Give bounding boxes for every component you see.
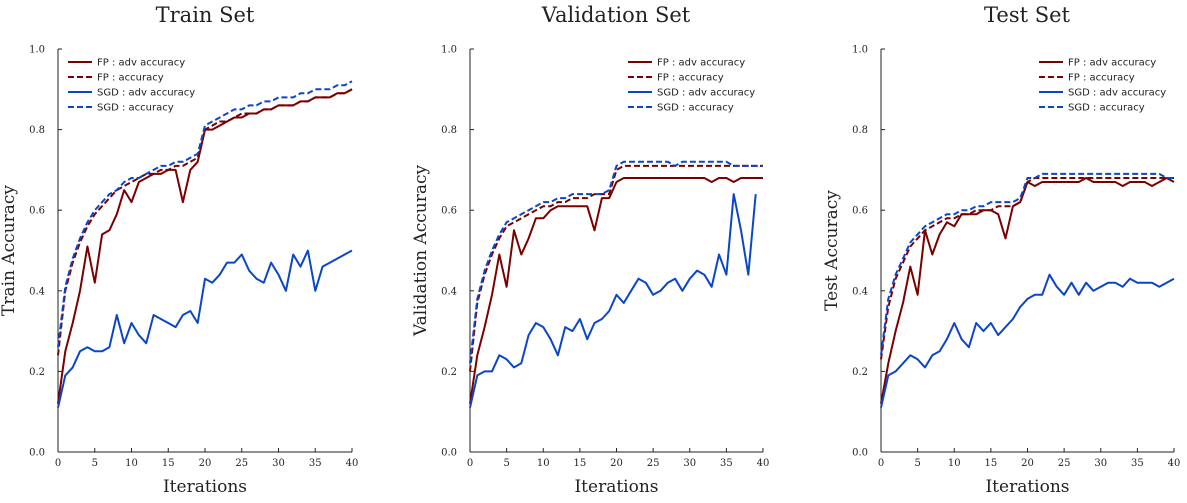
x-tick-label: 30 bbox=[683, 458, 696, 469]
legend-label: FP : accuracy bbox=[97, 73, 164, 84]
x-axis-label: Iterations bbox=[574, 477, 658, 497]
y-tick-label: 0.6 bbox=[441, 206, 457, 217]
y-tick-label: 0.8 bbox=[29, 125, 45, 136]
series-line-sgd-accuracy bbox=[469, 160, 763, 364]
x-tick-label: 15 bbox=[162, 458, 175, 469]
x-tick-label: 0 bbox=[878, 458, 884, 469]
legend: FP : adv accuracy FP : accuracy SGD : adv … bbox=[628, 58, 755, 114]
legend-label: SGD : adv accuracy bbox=[657, 88, 755, 99]
series-line-sgd-adv-accuracy bbox=[57, 249, 353, 408]
series-line-fp-adv-accuracy bbox=[880, 177, 1175, 404]
y-tick-label: 0.4 bbox=[441, 286, 457, 297]
legend-label: SGD : accuracy bbox=[97, 103, 174, 114]
x-tick-label: 15 bbox=[574, 458, 587, 469]
y-tick-label: 0.0 bbox=[441, 448, 457, 459]
y-tick-label: 1.0 bbox=[852, 45, 868, 56]
series-line-fp-adv-accuracy bbox=[57, 88, 353, 404]
x-tick-label: 5 bbox=[503, 458, 509, 469]
legend-label: FP : adv accuracy bbox=[657, 58, 745, 69]
x-tick-label: 25 bbox=[1058, 458, 1071, 469]
x-tick-label: 10 bbox=[537, 458, 550, 469]
series-line-sgd-accuracy bbox=[57, 80, 353, 348]
series-line-fp-accuracy bbox=[469, 164, 763, 372]
y-tick-label: 1.0 bbox=[441, 45, 457, 56]
x-tick-label: 20 bbox=[610, 458, 623, 469]
legend-label: SGD : accuracy bbox=[657, 103, 734, 114]
x-axis-label: Iterations bbox=[985, 477, 1069, 497]
x-tick-label: 15 bbox=[985, 458, 998, 469]
legend-label: FP : adv accuracy bbox=[97, 58, 185, 69]
chart-title: Test Set bbox=[984, 3, 1071, 27]
legend: FP : adv accuracy FP : accuracy SGD : adv … bbox=[1039, 58, 1166, 114]
y-axis-label: Train Accuracy bbox=[0, 185, 19, 316]
chart-panel-train-set: Train Set 0 5 10 15 20 25 30 35 40 0.0 0.2 0.4 0.6 0.8… bbox=[0, 3, 358, 497]
series-line-sgd-adv-accuracy bbox=[880, 273, 1175, 408]
x-axis-label: Iterations bbox=[163, 477, 247, 497]
x-tick-label: 25 bbox=[235, 458, 248, 469]
y-tick-label: 0.0 bbox=[29, 448, 45, 459]
y-axis-label: Test Accuracy bbox=[822, 190, 842, 311]
x-tick-label: 5 bbox=[914, 458, 920, 469]
y-tick-label: 0.8 bbox=[852, 125, 868, 136]
legend-label: SGD : adv accuracy bbox=[97, 88, 195, 99]
x-tick-label: 20 bbox=[1021, 458, 1034, 469]
chart-title: Validation Set bbox=[541, 3, 691, 27]
legend-label: SGD : accuracy bbox=[1068, 103, 1145, 114]
x-tick-label: 10 bbox=[125, 458, 138, 469]
x-tick-label: 20 bbox=[199, 458, 212, 469]
x-tick-label: 5 bbox=[92, 458, 98, 469]
x-tick-label: 0 bbox=[467, 458, 473, 469]
legend-label: FP : accuracy bbox=[657, 73, 724, 84]
chart-panel-validation-set: Validation Set 0 5 10 15 20 25 30 35 40 0.0 0.2 0.4 0… bbox=[411, 3, 769, 497]
legend-label: SGD : adv accuracy bbox=[1068, 88, 1166, 99]
x-tick-label: 40 bbox=[1168, 458, 1181, 469]
series-line-sgd-adv-accuracy bbox=[469, 193, 757, 408]
y-axis-label: Validation Accuracy bbox=[411, 164, 431, 337]
y-tick-label: 0.6 bbox=[852, 206, 868, 217]
legend-label: FP : accuracy bbox=[1068, 73, 1135, 84]
y-tick-label: 0.2 bbox=[29, 367, 45, 378]
y-tick-label: 1.0 bbox=[29, 45, 45, 56]
series-line-fp-adv-accuracy bbox=[469, 177, 763, 404]
legend-label: FP : adv accuracy bbox=[1068, 58, 1156, 69]
x-tick-label: 40 bbox=[757, 458, 770, 469]
y-tick-label: 0.8 bbox=[441, 125, 457, 136]
x-tick-label: 0 bbox=[55, 458, 61, 469]
y-tick-label: 0.4 bbox=[852, 286, 868, 297]
chart-title: Train Set bbox=[156, 3, 255, 27]
series-line-fp-accuracy bbox=[57, 88, 353, 356]
y-tick-label: 0.2 bbox=[852, 367, 868, 378]
legend: FP : adv accuracy FP : accuracy SGD : adv … bbox=[68, 58, 195, 114]
series-line-sgd-accuracy bbox=[880, 172, 1174, 356]
x-tick-label: 35 bbox=[720, 458, 733, 469]
x-tick-label: 35 bbox=[1131, 458, 1144, 469]
x-tick-label: 25 bbox=[647, 458, 660, 469]
x-tick-label: 10 bbox=[948, 458, 961, 469]
series-line-fp-accuracy bbox=[880, 177, 1174, 360]
y-tick-label: 0.0 bbox=[852, 448, 868, 459]
y-tick-label: 0.4 bbox=[29, 286, 45, 297]
chart-panel-test-set: Test Set 0 5 10 15 20 25 30 35 40 0.0 0.2 0.4 0.6 0.8 1… bbox=[822, 3, 1180, 497]
y-tick-label: 0.2 bbox=[441, 367, 457, 378]
y-tick-label: 0.6 bbox=[29, 206, 45, 217]
x-tick-label: 35 bbox=[309, 458, 322, 469]
x-tick-label: 40 bbox=[346, 458, 359, 469]
x-tick-label: 30 bbox=[1094, 458, 1107, 469]
x-tick-label: 30 bbox=[272, 458, 285, 469]
